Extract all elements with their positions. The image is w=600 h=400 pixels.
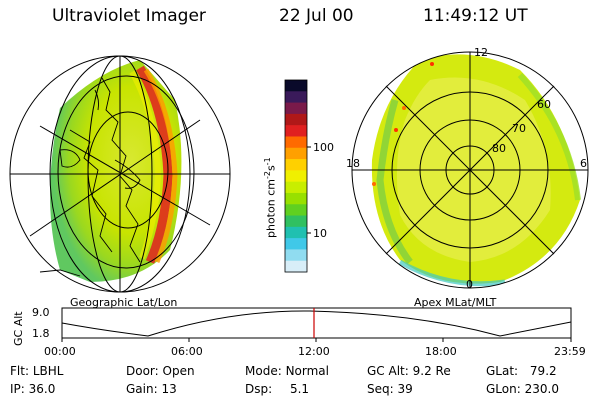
dsp-status: Dsp: 5.1 (245, 382, 310, 396)
colorbar-stripe (285, 159, 307, 171)
seq-status: Seq: 39 (367, 382, 413, 396)
xtick-0000: 00:00 (44, 345, 76, 358)
colorbar-stripe (285, 260, 307, 273)
colorbar-stripe (285, 170, 307, 183)
polar-grid (351, 51, 589, 289)
colorbar-stripe (285, 136, 307, 149)
filter-status: Flt: LBHL (10, 364, 64, 378)
colorbar-stripe (285, 215, 307, 228)
coastlines (39, 77, 141, 277)
colorbar-stripe (285, 125, 307, 138)
colorbar-tick-label-10: 10 (313, 227, 327, 240)
gain-status: Gain: 13 (126, 382, 177, 396)
gc-alt-status: GC Alt: 9.2 Re (367, 364, 451, 378)
xtick-2359: 23:59 (554, 345, 586, 358)
colorbar-stripe (285, 192, 307, 205)
altitude-ymin: 1.8 (32, 327, 50, 340)
time-label: 11:49:12 UT (423, 6, 528, 26)
altitude-curve (61, 310, 572, 337)
colorbar-stripe (285, 102, 307, 115)
ip-status: IP: 36.0 (10, 382, 56, 396)
colorbar-stripe (285, 91, 307, 104)
mlt-label-18: 18 (346, 157, 360, 170)
colorbar-stripe (285, 204, 307, 217)
altitude-ylabel: GC Alt (12, 311, 25, 346)
door-status: Door: Open (126, 364, 195, 378)
altitude-ymax: 9.0 (32, 306, 50, 319)
glat-status: GLat: 79.2 (486, 364, 557, 378)
mlat-label-80: 80 (492, 142, 506, 155)
mlt-label-12: 12 (474, 46, 488, 59)
colorbar-gradient (285, 80, 307, 273)
mode-status: Mode: Normal (245, 364, 329, 378)
date-label: 22 Jul 00 (279, 6, 354, 26)
altitude-xticks (61, 338, 572, 342)
geographic-caption: Geographic Lat/Lon (70, 296, 178, 309)
xtick-1800: 18:00 (425, 345, 457, 358)
colorbar-stripe (285, 226, 307, 239)
globe-graticule (9, 55, 231, 293)
xtick-1200: 12:00 (298, 345, 330, 358)
apex-caption: Apex MLat/MLT (414, 296, 497, 309)
altitude-plot-frame (61, 307, 572, 339)
instrument-title: Ultraviolet Imager (52, 6, 206, 26)
colorbar-tick-label-100: 100 (313, 141, 334, 154)
xtick-0600: 06:00 (171, 345, 203, 358)
mlt-label-0: 0 (466, 278, 473, 291)
colorbar-stripe (285, 113, 307, 126)
mlat-label-70: 70 (512, 122, 526, 135)
mlt-label-6: 6 (580, 157, 587, 170)
colorbar-stripe (285, 147, 307, 160)
mlat-label-60: 60 (537, 98, 551, 111)
glon-status: GLon: 230.0 (486, 382, 559, 396)
colorbar-stripe (285, 238, 307, 251)
colorbar-stripe (285, 80, 307, 92)
colorbar-stripe (285, 249, 307, 262)
colorbar-stripe (285, 181, 307, 194)
